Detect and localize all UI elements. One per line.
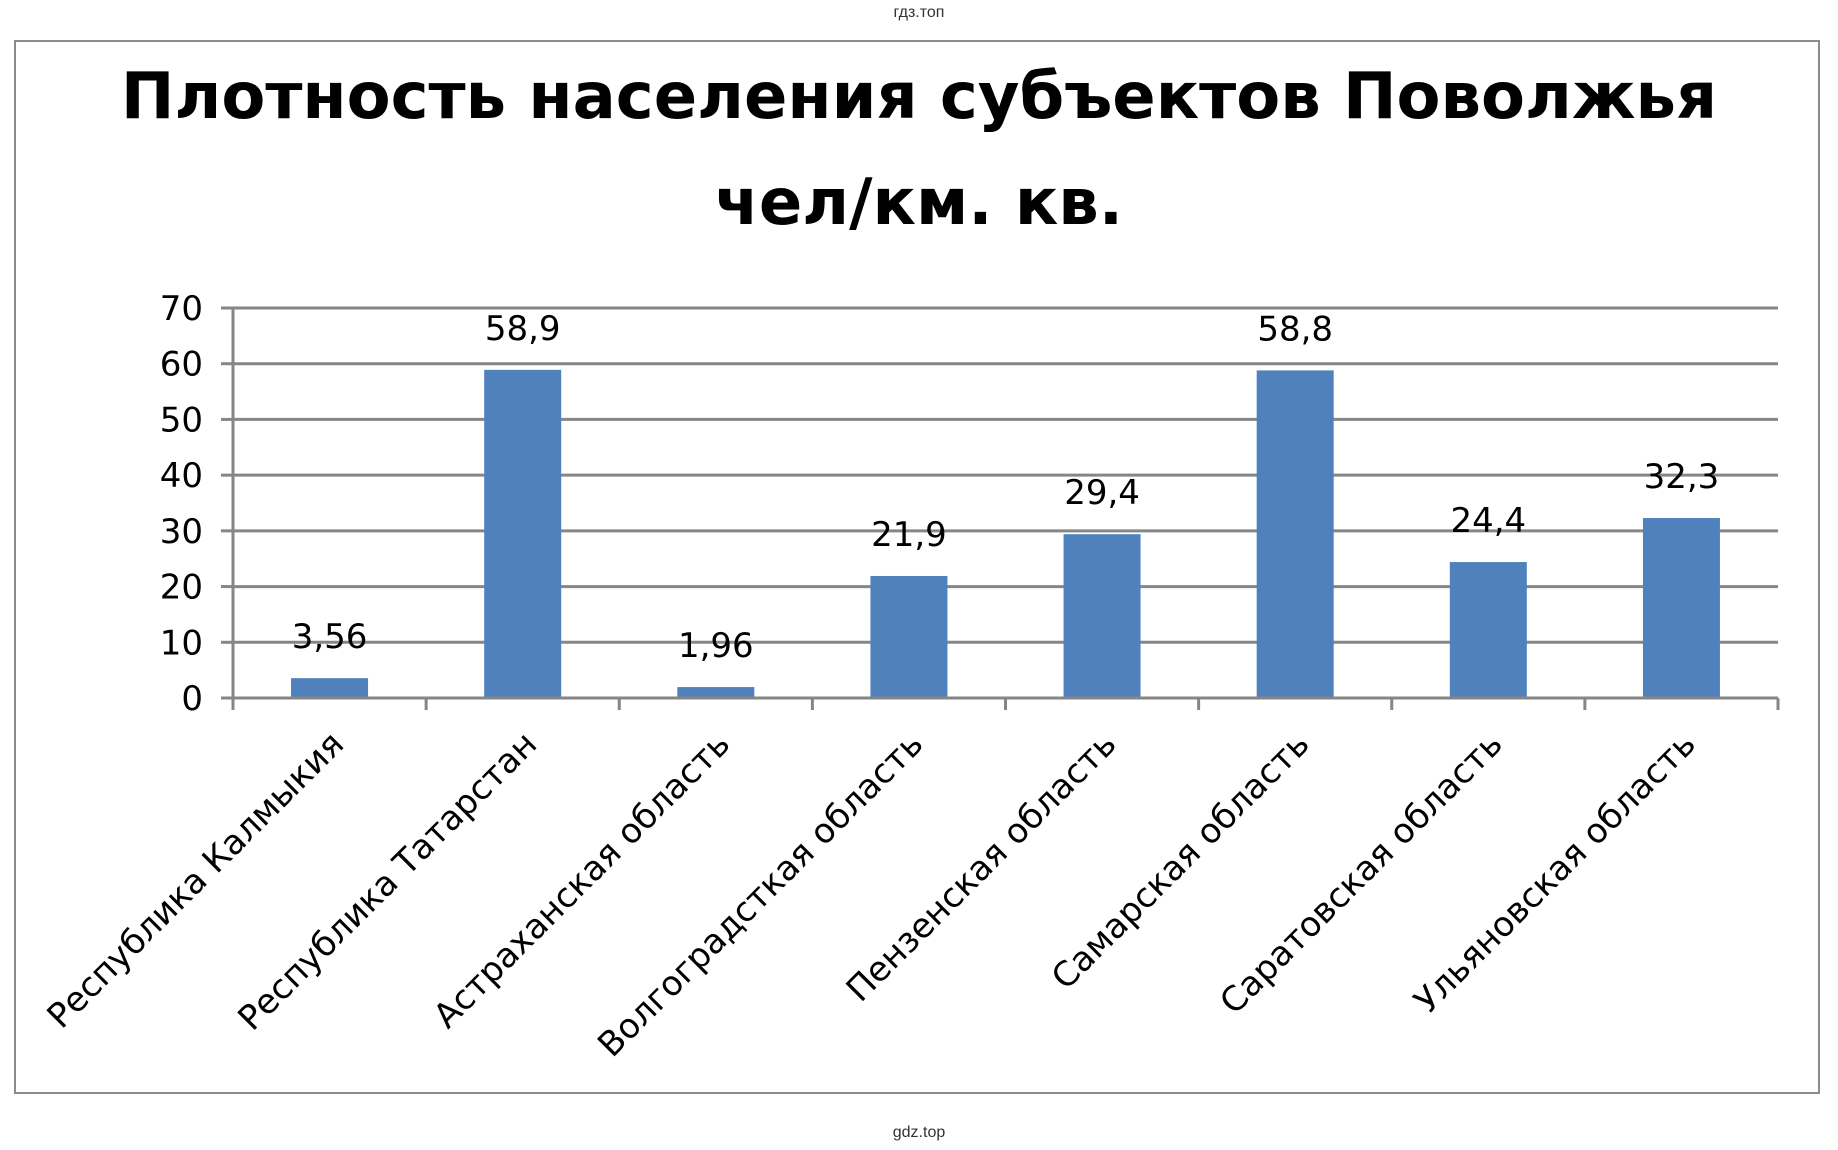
bar bbox=[484, 369, 562, 698]
gridlines bbox=[221, 306, 1778, 700]
y-tick-label: 20 bbox=[160, 568, 203, 608]
data-label: 21,9 bbox=[871, 515, 947, 555]
watermark-top: гдз.топ bbox=[893, 4, 945, 21]
bar bbox=[1256, 370, 1334, 698]
bar bbox=[1449, 562, 1527, 698]
y-tick-label: 0 bbox=[181, 679, 203, 719]
data-labels: 3,56 58,9 1,96 21,9 29,4 58,8 24,4 32,3 bbox=[292, 309, 1720, 666]
bar bbox=[1063, 534, 1141, 698]
y-tick-label: 30 bbox=[160, 512, 203, 552]
watermark-bottom: gdz.top bbox=[892, 1124, 946, 1141]
y-tick-label: 10 bbox=[160, 623, 203, 663]
data-label: 29,4 bbox=[1064, 473, 1140, 513]
y-tick-label: 50 bbox=[160, 400, 203, 440]
data-label: 32,3 bbox=[1644, 457, 1720, 497]
bar bbox=[870, 575, 948, 698]
chart-title: Плотность населения субъектов Поволжья ч… bbox=[0, 44, 1838, 256]
bars bbox=[291, 369, 1720, 698]
bar bbox=[1642, 518, 1720, 698]
axes bbox=[231, 308, 1780, 710]
y-tick-label: 60 bbox=[160, 345, 203, 385]
data-label: 1,96 bbox=[678, 626, 754, 666]
data-label: 3,56 bbox=[292, 617, 368, 657]
bar bbox=[677, 687, 755, 698]
chart-frame bbox=[14, 40, 1820, 1094]
chart-title-line-2: чел/км. кв. bbox=[714, 166, 1124, 240]
y-tick-label: 40 bbox=[160, 456, 203, 496]
data-label: 24,4 bbox=[1450, 501, 1526, 541]
x-tick-label: Волгоградсткая область bbox=[590, 724, 931, 1065]
chart-title-line-1: Плотность населения субъектов Поволжья bbox=[120, 60, 1718, 134]
data-label: 58,9 bbox=[485, 309, 561, 349]
y-tick-label: 70 bbox=[160, 289, 203, 329]
y-axis-tick-labels: 0 10 20 30 40 50 60 70 bbox=[160, 289, 203, 719]
bar bbox=[291, 678, 369, 698]
data-label: 58,8 bbox=[1257, 309, 1333, 349]
